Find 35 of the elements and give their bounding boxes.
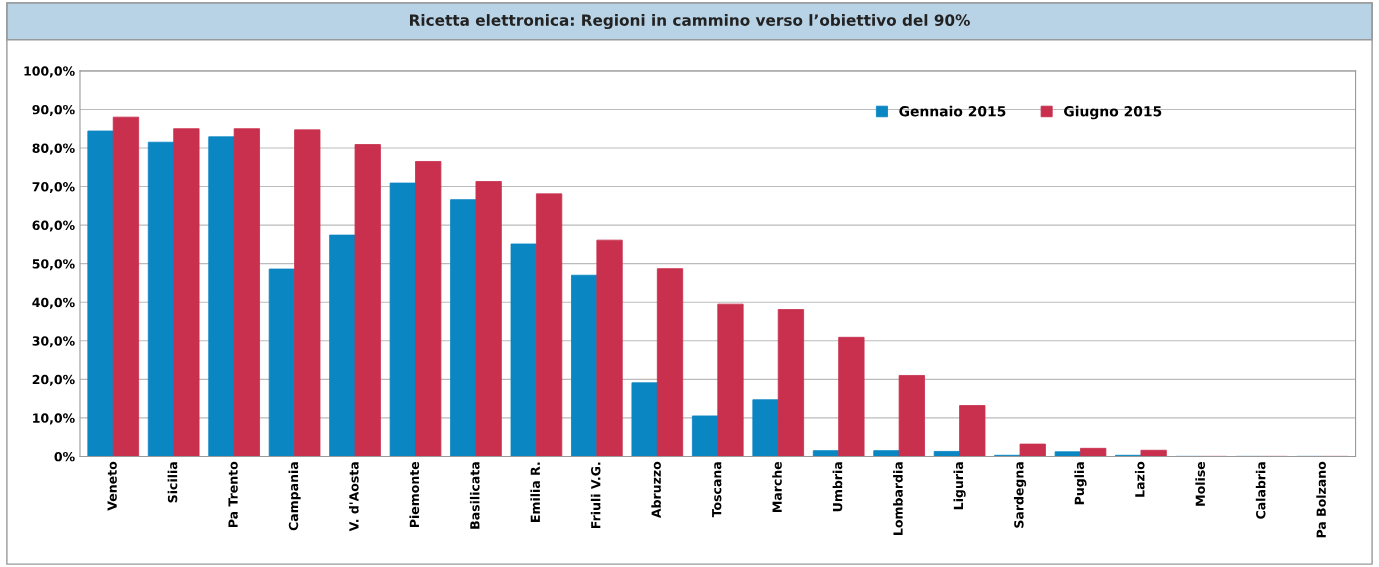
x-tick-label: Liguria	[953, 462, 966, 510]
x-tick-label: Lombardia	[893, 462, 903, 535]
x-tick-label: Piemonte	[409, 461, 420, 528]
x-tick-label: Friuli V.G.	[590, 462, 601, 528]
x-tick-label: Pa Trento	[228, 461, 238, 528]
y-tick-label: 60,0%	[32, 220, 75, 232]
x-tick-label: Lazio	[1134, 461, 1145, 497]
x-tick-label: Pa Bolzano	[1316, 461, 1326, 538]
x-tick-label: Basilicata	[469, 462, 480, 529]
x-tick-label: Sardegna	[1013, 462, 1027, 528]
x-tick-label: Veneto	[107, 461, 117, 511]
x-tick-label: Sicilia	[167, 462, 178, 503]
legend-label: Gennaio 2015	[899, 105, 1006, 117]
y-tick-label: 50,0%	[32, 259, 75, 271]
y-tick-label: 70,0%	[32, 182, 75, 194]
y-tick-label: 90,0%	[32, 104, 75, 116]
chart-title: Ricetta elettronica: Regioni in cammino verso l’obiettivo del 90%	[409, 14, 970, 29]
legend-label: Giugno 2015	[1064, 105, 1162, 120]
x-tick-label: Molise	[1195, 461, 1206, 506]
x-tick-label: Abruzzo	[651, 461, 661, 519]
y-tick-label: 0%	[54, 451, 75, 462]
x-tick-label: Marche	[772, 461, 782, 512]
x-tick-label: Campania	[288, 462, 301, 531]
y-tick-label: 100,0%	[24, 66, 75, 78]
x-tick-label: Umbria	[832, 462, 843, 512]
y-tick-label: 30,0%	[32, 336, 75, 348]
x-tick-label: Puglia	[1074, 462, 1087, 505]
y-tick-label: 10,0%	[33, 413, 75, 425]
x-tick-label: Toscana	[712, 462, 722, 518]
x-tick-label: Calabria	[1255, 462, 1266, 519]
x-tick-label: V. d'Aosta	[349, 462, 359, 532]
y-tick-label: 20,0%	[32, 374, 75, 386]
x-tick-label: Emilia R.	[530, 462, 541, 522]
y-tick-label: 80,0%	[32, 143, 75, 155]
y-tick-label: 40,0%	[32, 297, 75, 309]
